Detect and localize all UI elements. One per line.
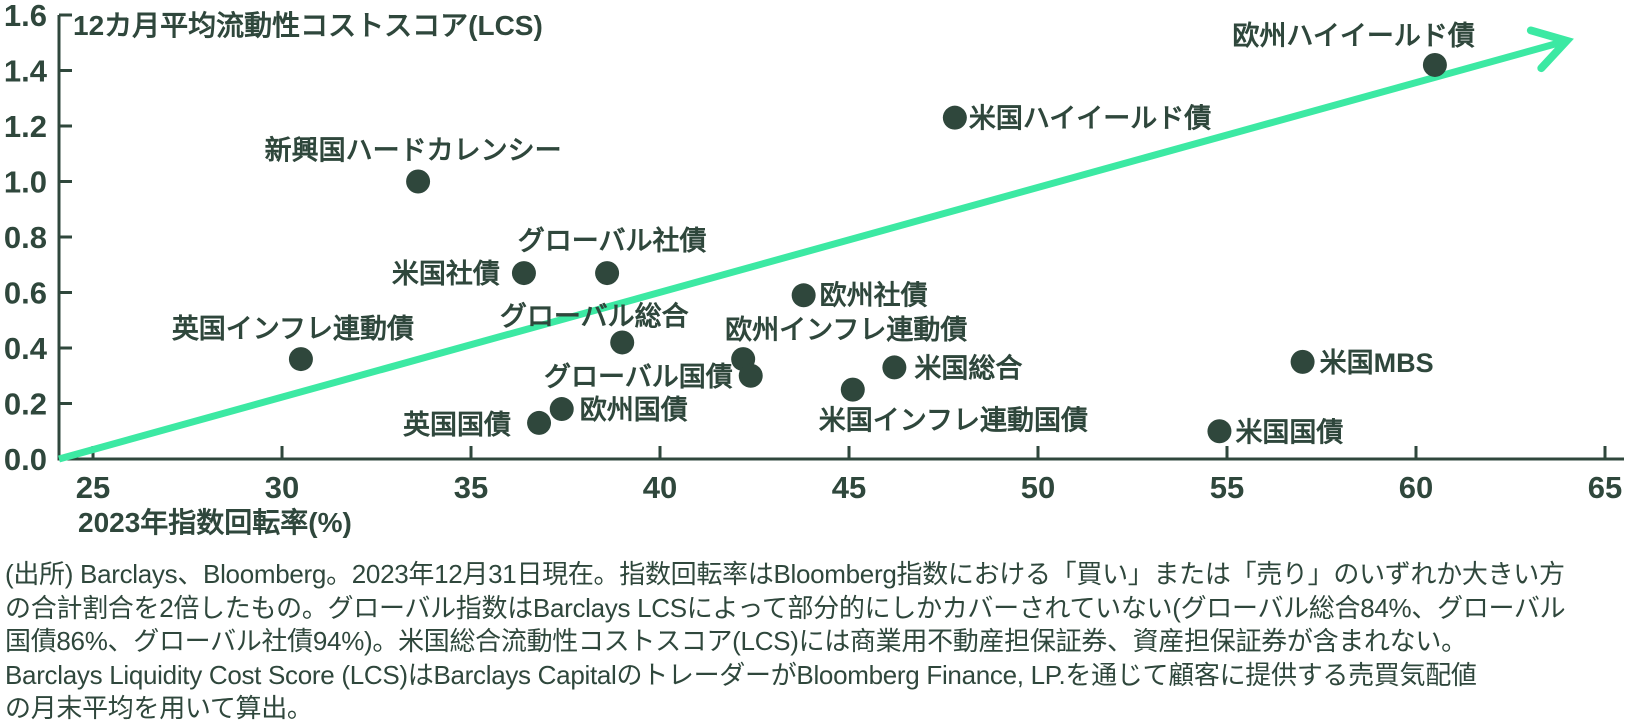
source-note-line: 国債86%、グローバル社債94%)。米国総合流動性コストスコア(LCS)には商業… — [5, 626, 1467, 656]
data-point-label: グローバル社債 — [518, 225, 707, 256]
source-note-line: Barclays Liquidity Cost Score (LCS)はBarc… — [5, 659, 1477, 690]
data-point-label: グローバル総合 — [500, 300, 689, 331]
x-tick-label: 35 — [454, 470, 488, 505]
scatter-chart: 25 30 35 40 45 50 55 60 65 0.0 0.2 0.4 0.6 0.8 1.0 1.2 1… — [4, 0, 1624, 505]
data-point-label: 米国総合 — [914, 352, 1022, 383]
source-note-line: (出所) Barclays、Bloomberg。2023年12月31日現在。指数… — [5, 559, 1565, 589]
data-point — [549, 397, 574, 422]
data-point-label: 米国社債 — [392, 258, 500, 289]
data-point-label: 欧州ハイイールド債 — [1232, 21, 1474, 51]
data-point-label: 米国国債 — [1235, 417, 1343, 447]
data-point-label: 米国インフレ連動国債 — [819, 406, 1088, 436]
data-point-label: 欧州社債 — [820, 279, 928, 310]
data-point — [288, 347, 313, 372]
y-tick-label: 1.0 — [4, 165, 47, 200]
source-note: (出所) Barclays、Bloomberg。2023年12月31日現在。指数… — [5, 558, 1566, 726]
x-tick-label: 30 — [265, 470, 299, 505]
data-point-label: 米国ハイイールド債 — [969, 104, 1211, 134]
data-point — [511, 261, 536, 286]
data-point — [406, 169, 431, 194]
data-point-label: 欧州国債 — [580, 395, 688, 425]
data-point — [595, 261, 620, 286]
y-tick-label: 0.0 — [4, 442, 47, 477]
data-point-label: 米国MBS — [1320, 348, 1434, 378]
x-tick-label: 55 — [1210, 470, 1244, 505]
data-point — [882, 355, 907, 380]
data-point — [1290, 349, 1315, 374]
data-point-label: 英国国債 — [403, 410, 511, 440]
x-axis-title: 2023年指数回転率(%) — [78, 507, 352, 538]
x-tick-label: 45 — [832, 470, 866, 505]
data-point — [738, 363, 763, 388]
x-tick-label: 25 — [76, 470, 110, 505]
x-tick-label: 65 — [1588, 470, 1622, 505]
data-point — [527, 410, 552, 435]
trend-arrow — [58, 26, 1574, 463]
y-tick-label: 1.6 — [4, 0, 47, 33]
data-point — [610, 330, 635, 355]
x-tick-label: 40 — [643, 470, 677, 505]
y-tick-label: 0.6 — [4, 276, 47, 311]
source-note-line: の合計割合を2倍したもの。グローバル指数はBarclays LCSによって部分的… — [5, 592, 1566, 623]
data-point — [840, 377, 865, 402]
data-point-label: 欧州インフレ連動債 — [725, 315, 967, 345]
y-tick-label: 0.8 — [4, 220, 47, 255]
data-point — [1422, 52, 1447, 77]
y-tick-label: 0.2 — [4, 387, 47, 422]
data-point-label: グローバル国債 — [544, 361, 733, 392]
y-tick-label: 0.4 — [4, 331, 48, 366]
x-tick-label: 60 — [1399, 470, 1433, 505]
data-point-label: 新興国ハードカレンシー — [265, 135, 562, 166]
data-point-label: 英国インフレ連動債 — [172, 314, 414, 344]
x-tick-label: 50 — [1021, 470, 1055, 505]
y-axis-title: 12カ月平均流動性コストスコア(LCS) — [73, 10, 543, 41]
data-point — [1207, 419, 1232, 444]
data-point — [791, 283, 816, 308]
source-note-line: の月末平均を用いて算出。 — [5, 693, 313, 723]
y-tick-label: 1.2 — [4, 109, 47, 144]
data-point — [942, 105, 967, 130]
y-tick-label: 1.4 — [4, 54, 48, 89]
